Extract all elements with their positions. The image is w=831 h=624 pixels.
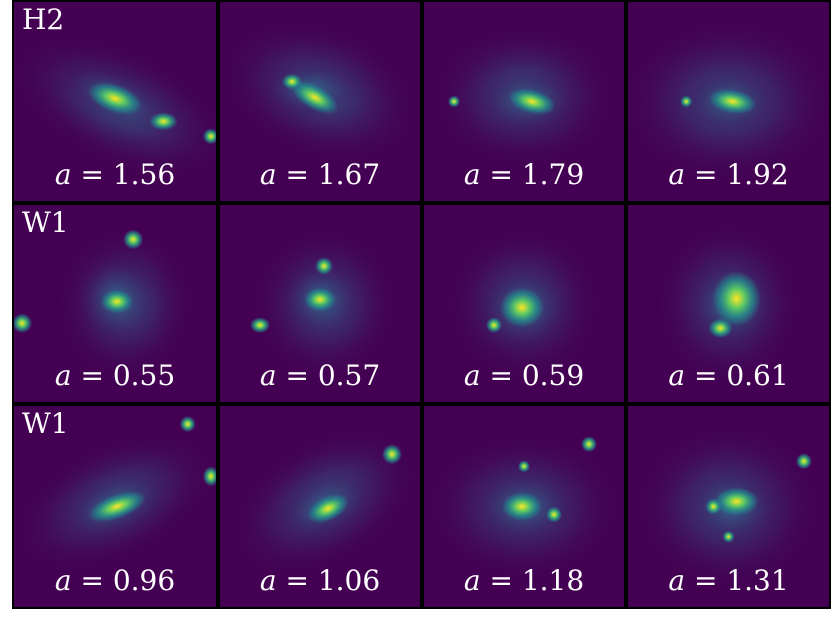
scale-factor-label: a = 1.92 <box>668 158 789 191</box>
panel-row3-col1: W1 a = 0.96 <box>14 406 216 607</box>
scale-factor-label: a = 1.06 <box>259 564 381 597</box>
panel-row3-col4: a = 1.31 <box>628 406 829 607</box>
panel-row2-col1: W1 a = 0.55 <box>14 205 216 402</box>
panel-row2-col3: a = 0.59 <box>424 205 624 402</box>
simulation-panel-grid: H2 a = 1.56 a = 1.67 <box>12 0 831 609</box>
row-label: W1 <box>22 206 69 239</box>
panel-row1-col1: H2 a = 1.56 <box>14 2 216 201</box>
panel-row2-col2: a = 0.57 <box>220 205 420 402</box>
scale-factor-label: a = 0.55 <box>54 359 176 392</box>
row-label: W1 <box>22 407 69 440</box>
scale-factor-label: a = 1.18 <box>463 564 585 597</box>
scale-factor-label: a = 1.56 <box>54 158 176 191</box>
panel-row1-col3: a = 1.79 <box>424 2 624 201</box>
row-label: H2 <box>22 3 65 36</box>
scale-factor-label: a = 0.57 <box>259 359 381 392</box>
scale-factor-label: a = 1.67 <box>259 158 381 191</box>
scale-factor-label: a = 1.79 <box>463 158 585 191</box>
panel-row3-col3: a = 1.18 <box>424 406 624 607</box>
scale-factor-label: a = 0.61 <box>668 359 789 392</box>
panel-row1-col4: a = 1.92 <box>628 2 829 201</box>
panel-row2-col4: a = 0.61 <box>628 205 829 402</box>
panel-row1-col2: a = 1.67 <box>220 2 420 201</box>
scale-factor-label: a = 0.96 <box>54 564 176 597</box>
panel-row3-col2: a = 1.06 <box>220 406 420 607</box>
scale-factor-label: a = 0.59 <box>463 359 585 392</box>
scale-factor-label: a = 1.31 <box>668 564 789 597</box>
